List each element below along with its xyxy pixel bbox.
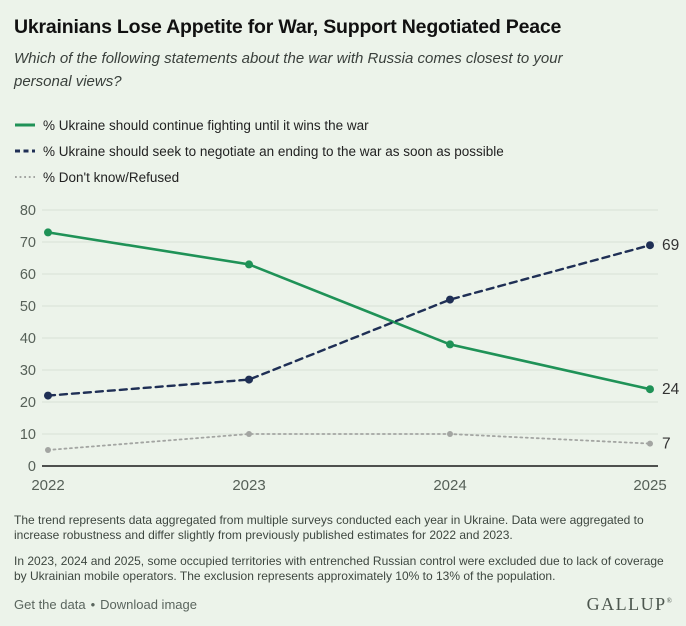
data-point: [646, 385, 654, 394]
series-line-2: [46, 244, 652, 397]
legend-item-3[interactable]: % Don't know/Refused: [14, 164, 672, 190]
get-the-data-link[interactable]: Get the data: [14, 597, 86, 613]
legend-label: % Don't know/Refused: [43, 169, 180, 185]
footnotes: The trend represents data aggregated fro…: [14, 513, 674, 584]
data-point: [245, 260, 253, 269]
data-point: [45, 447, 51, 453]
y-tick-label: 0: [28, 459, 36, 475]
y-tick-label: 70: [20, 235, 36, 251]
series-end-value-label: 7: [662, 436, 671, 453]
legend-label: % Ukraine should seek to negotiate an en…: [43, 143, 504, 159]
download-image-link[interactable]: Download image: [100, 597, 197, 613]
x-tick-label: 2025: [633, 477, 666, 494]
data-point: [446, 295, 454, 304]
series-line-1: [46, 231, 652, 391]
data-point: [646, 241, 654, 250]
data-point: [647, 440, 653, 447]
series-end-value-label: 69: [662, 237, 679, 254]
dashed-line-swatch-icon: [15, 149, 35, 153]
x-tick-label: 2023: [232, 477, 265, 494]
y-tick-label: 30: [20, 363, 36, 379]
footnote-1: The trend represents data aggregated fro…: [14, 513, 644, 543]
data-point: [245, 375, 253, 384]
data-point: [447, 431, 453, 437]
registered-mark: ®: [666, 597, 672, 606]
data-point: [44, 228, 52, 237]
x-tick-label: 2024: [433, 477, 466, 494]
y-tick-label: 20: [20, 395, 36, 411]
data-point: [446, 340, 454, 349]
footer-links: Get the data • Download image: [14, 597, 197, 612]
legend-item-1[interactable]: % Ukraine should continue fighting until…: [14, 112, 672, 138]
legend-item-2[interactable]: % Ukraine should seek to negotiate an en…: [14, 138, 672, 164]
legend-label: % Ukraine should continue fighting until…: [43, 117, 369, 133]
series-line-3: [47, 433, 651, 451]
gallup-logo-text: GALLUP: [586, 594, 667, 615]
y-tick-label: 60: [20, 267, 36, 283]
data-point: [246, 431, 252, 437]
x-tick-label: 2022: [31, 477, 64, 494]
y-tick-label: 40: [20, 331, 36, 347]
legend: % Ukraine should continue fighting until…: [14, 112, 672, 190]
gallup-logo: GALLUP®: [587, 594, 672, 615]
dotted-line-swatch-icon: [15, 176, 35, 178]
line-chart: 0 10 20 30 40 50 60 70 80 2022 2023 2024 2025 24 69 7: [20, 203, 680, 494]
series-end-value-label: 24: [662, 381, 680, 398]
chart-area: 0 10 20 30 40 50 60 70 80 2022 2023 2024 2025 24 69 7: [14, 194, 680, 505]
footnote-2: In 2023, 2024 and 2025, some occupied te…: [14, 553, 664, 584]
bullet-separator: •: [90, 597, 96, 613]
chart-subtitle: Which of the following statements about …: [14, 50, 563, 90]
solid-line-swatch-icon: [15, 123, 35, 127]
chart-title: Ukrainians Lose Appetite for War, Suppor…: [14, 16, 562, 38]
y-tick-label: 80: [20, 203, 36, 219]
y-tick-label: 10: [20, 427, 36, 443]
y-tick-label: 50: [20, 299, 36, 315]
data-point: [44, 391, 52, 400]
footer: Get the data • Download image GALLUP®: [14, 594, 672, 615]
